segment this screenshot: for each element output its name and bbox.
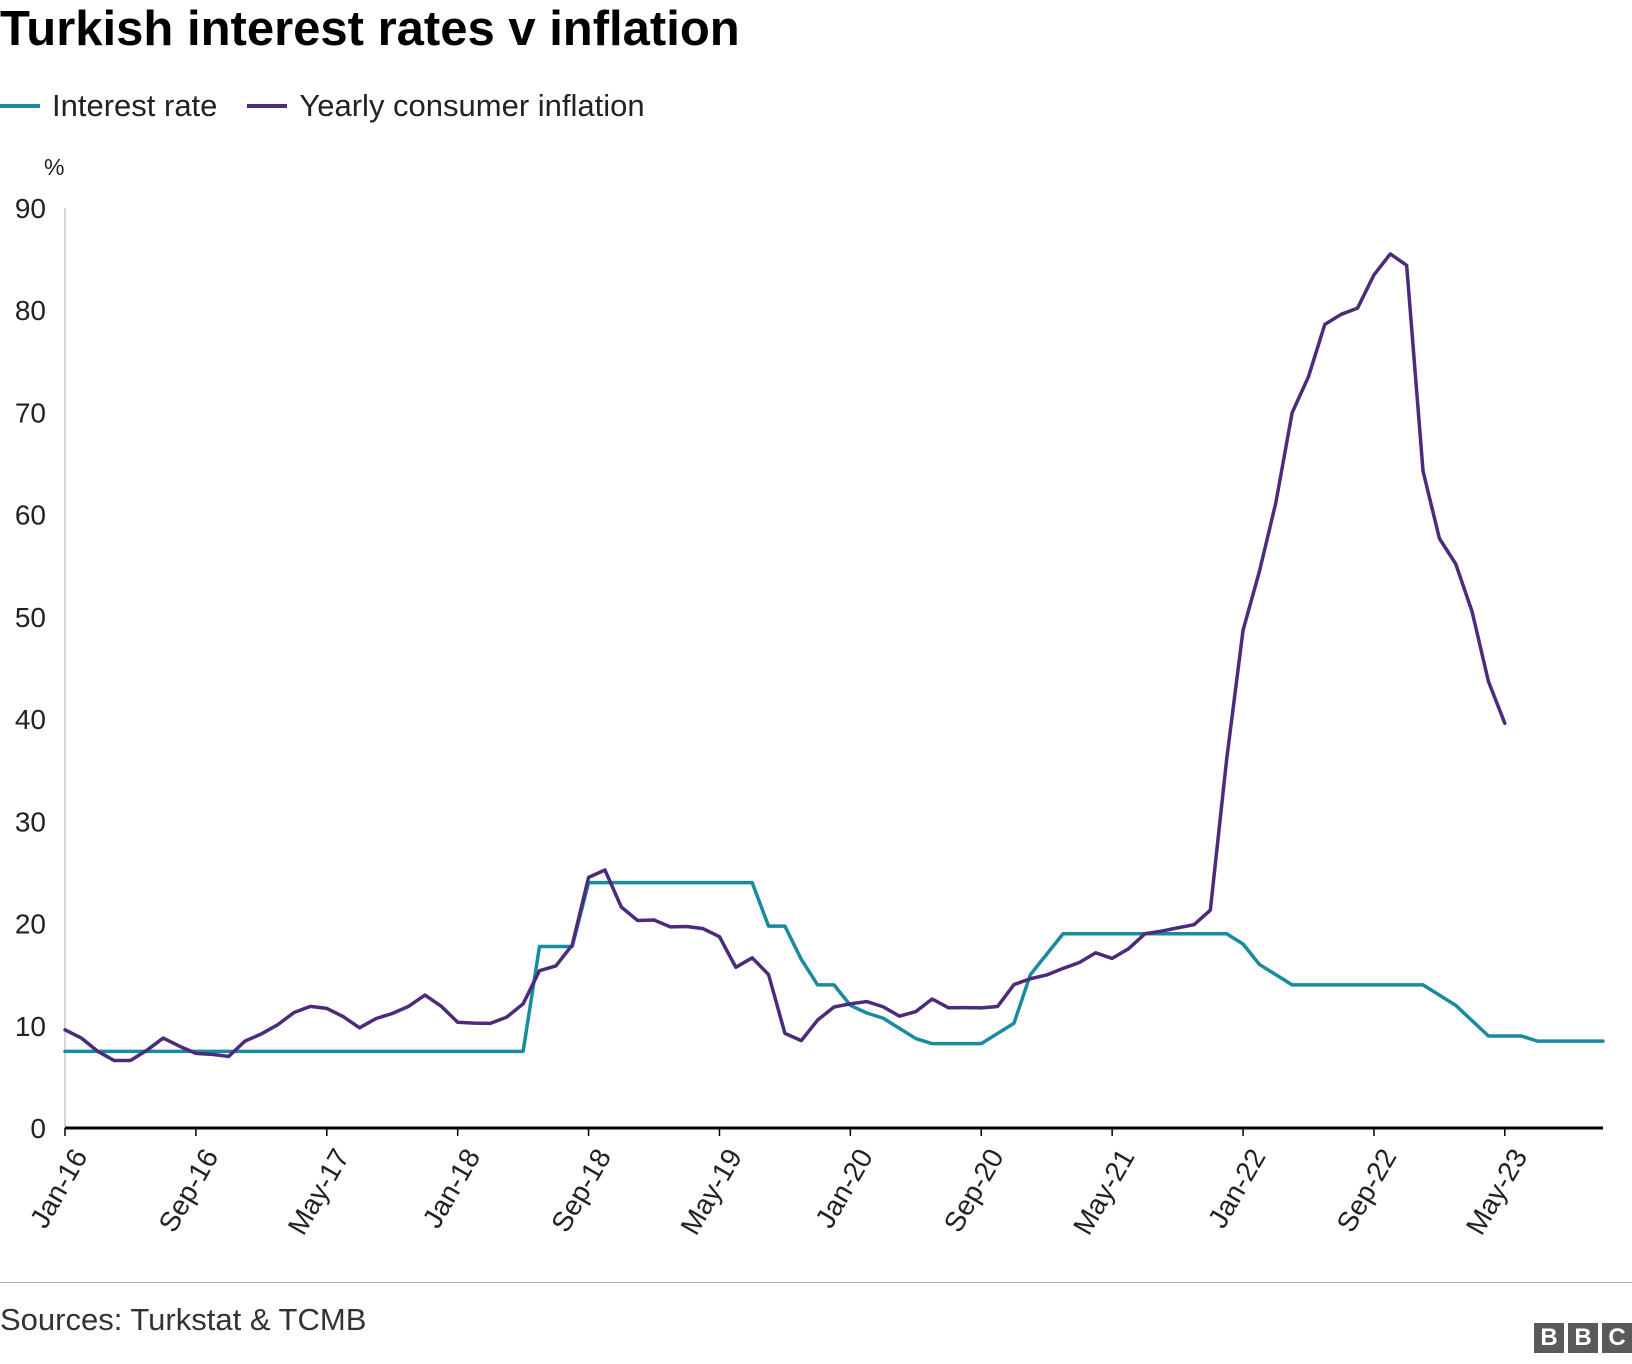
x-tick-label-jan-18: Jan-18 — [417, 1144, 487, 1234]
bbc-logo-letter-3: C — [1602, 1323, 1632, 1353]
source-note: Sources: Turkstat & TCMB — [0, 1302, 367, 1337]
y-tick-label-70: 70 — [15, 397, 46, 428]
series-line-yearly-consumer-inflation — [63, 252, 1507, 1063]
bbc-logo-letter-2: B — [1568, 1323, 1598, 1353]
y-tick-label-40: 40 — [15, 704, 46, 735]
y-tick-label-20: 20 — [15, 909, 46, 940]
series-lines — [63, 252, 1605, 1063]
y-tick-label-50: 50 — [15, 602, 46, 633]
bbc-logo-letter-1: B — [1534, 1323, 1564, 1353]
x-tick-label-may-17: May-17 — [282, 1144, 356, 1240]
y-tick-label-30: 30 — [15, 806, 46, 837]
series-line-interest-rate — [63, 880, 1605, 1054]
x-tick-label-may-19: May-19 — [674, 1144, 748, 1240]
x-tick-label-sep-20: Sep-20 — [938, 1144, 1010, 1238]
x-tick-label-sep-22: Sep-22 — [1330, 1144, 1402, 1238]
y-tick-label-60: 60 — [15, 500, 46, 531]
y-axis-unit-label: % — [44, 154, 64, 180]
x-axis-ticks: Jan-16 Sep-16 May-17 Jan-18 Sep-18 May-19 Jan-… — [24, 1128, 1533, 1240]
bbc-logo: B B C — [1534, 1323, 1632, 1353]
footer-divider — [0, 1282, 1632, 1283]
x-tick-label-may-21: May-21 — [1067, 1144, 1141, 1240]
x-tick-label-sep-16: Sep-16 — [152, 1144, 224, 1238]
x-tick-label-jan-16: Jan-16 — [24, 1144, 94, 1234]
legend-label-interest-rate: Interest rate — [52, 88, 218, 123]
y-axis-ticks: 0 10 20 30 40 50 60 70 80 90 — [15, 193, 46, 1144]
x-tick-label-jan-20: Jan-20 — [809, 1144, 879, 1234]
x-tick-label-may-23: May-23 — [1460, 1144, 1534, 1240]
line-chart: % 0 10 20 30 40 50 60 70 80 90 Jan-16 Sep-16 May-17… — [15, 154, 1605, 1240]
y-tick-label-0: 0 — [30, 1113, 46, 1144]
x-tick-label-jan-22: Jan-22 — [1202, 1144, 1272, 1234]
legend-swatch-yearly-consumer-inflation — [247, 104, 288, 108]
legend-item-interest-rate: Interest rate — [0, 88, 217, 124]
legend-swatch-interest-rate — [0, 104, 40, 108]
y-tick-label-90: 90 — [15, 193, 46, 224]
chart-legend: Interest rate Yearly consumer inflation — [0, 84, 675, 128]
y-tick-label-80: 80 — [15, 295, 46, 326]
chart-title: Turkish interest rates v inflation — [0, 2, 740, 56]
x-tick-label-sep-18: Sep-18 — [545, 1144, 617, 1238]
y-tick-label-10: 10 — [15, 1011, 46, 1042]
legend-label-yearly-consumer-inflation: Yearly consumer inflation — [299, 88, 645, 123]
legend-item-yearly-consumer-inflation: Yearly consumer inflation — [247, 88, 645, 124]
